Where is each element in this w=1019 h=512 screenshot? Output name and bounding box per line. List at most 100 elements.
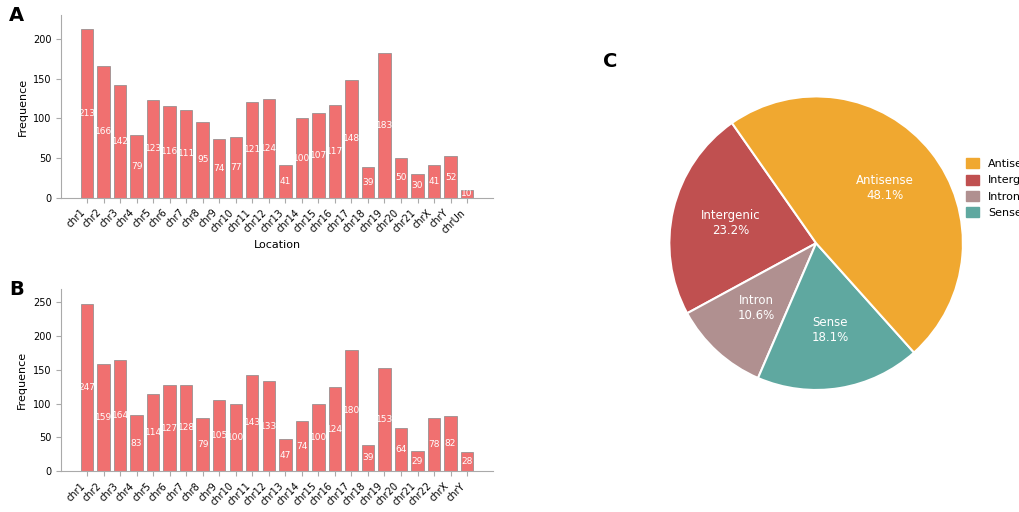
Text: 39: 39: [362, 178, 373, 187]
X-axis label: Location: Location: [254, 241, 301, 250]
Text: 164: 164: [111, 411, 128, 420]
Text: 100: 100: [227, 433, 245, 442]
Text: 124: 124: [260, 144, 277, 153]
Bar: [344, 80, 358, 198]
Bar: [378, 53, 390, 198]
Bar: [394, 158, 407, 198]
Text: 100: 100: [310, 433, 327, 442]
Bar: [130, 415, 143, 471]
Text: Intergenic
23.2%: Intergenic 23.2%: [700, 209, 759, 237]
Text: Antisense
48.1%: Antisense 48.1%: [855, 175, 913, 202]
Wedge shape: [732, 96, 962, 353]
Text: 114: 114: [145, 428, 162, 437]
Text: 213: 213: [78, 109, 96, 118]
Text: B: B: [9, 280, 24, 298]
Bar: [378, 368, 390, 471]
Bar: [344, 350, 358, 471]
Bar: [229, 137, 242, 198]
Text: A: A: [9, 6, 24, 25]
Text: 39: 39: [362, 453, 373, 462]
Text: 247: 247: [78, 383, 96, 392]
Y-axis label: Frequence: Frequence: [17, 77, 28, 136]
Bar: [427, 165, 440, 198]
Bar: [197, 418, 209, 471]
Bar: [362, 167, 374, 198]
Bar: [213, 400, 225, 471]
Wedge shape: [668, 123, 815, 313]
Bar: [97, 66, 110, 198]
Text: 127: 127: [161, 423, 178, 433]
Text: 117: 117: [326, 147, 343, 156]
Bar: [262, 99, 275, 198]
Text: 111: 111: [177, 149, 195, 158]
Bar: [163, 105, 175, 198]
Bar: [279, 165, 291, 198]
Text: 29: 29: [412, 457, 423, 466]
Bar: [81, 29, 93, 198]
Bar: [147, 394, 159, 471]
Bar: [427, 418, 440, 471]
Legend: Antisense, Intergenic, Intron, Sense: Antisense, Intergenic, Intron, Sense: [960, 154, 1019, 223]
Text: 100: 100: [292, 154, 310, 162]
Bar: [97, 364, 110, 471]
Bar: [114, 360, 126, 471]
Bar: [328, 105, 340, 198]
Bar: [296, 421, 308, 471]
Text: 78: 78: [428, 440, 439, 449]
Text: 74: 74: [296, 441, 307, 451]
Bar: [444, 157, 457, 198]
Text: Intron
10.6%: Intron 10.6%: [738, 294, 774, 322]
Text: 41: 41: [279, 177, 290, 186]
Bar: [312, 113, 324, 198]
Text: 30: 30: [412, 181, 423, 190]
Bar: [394, 428, 407, 471]
Text: 47: 47: [279, 451, 290, 460]
Text: 95: 95: [197, 156, 208, 164]
Bar: [312, 403, 324, 471]
Bar: [229, 403, 242, 471]
Text: 133: 133: [260, 422, 277, 431]
Text: 50: 50: [394, 174, 407, 182]
Text: 116: 116: [161, 147, 178, 156]
Bar: [179, 110, 193, 198]
Bar: [147, 100, 159, 198]
Text: 83: 83: [130, 438, 143, 447]
Text: 148: 148: [342, 135, 360, 143]
Bar: [179, 385, 193, 471]
Text: 41: 41: [428, 177, 439, 186]
Text: 79: 79: [197, 440, 208, 449]
Bar: [411, 174, 423, 198]
Text: 52: 52: [444, 173, 455, 182]
Text: 142: 142: [111, 137, 128, 146]
Bar: [163, 386, 175, 471]
Text: 166: 166: [95, 127, 112, 136]
Text: 64: 64: [395, 445, 407, 454]
Text: 153: 153: [375, 415, 392, 424]
Text: C: C: [602, 52, 618, 71]
Bar: [262, 381, 275, 471]
Text: 105: 105: [210, 431, 227, 440]
Wedge shape: [687, 243, 815, 378]
Text: 183: 183: [375, 121, 392, 130]
Text: 77: 77: [229, 163, 242, 172]
Bar: [197, 122, 209, 198]
Bar: [130, 135, 143, 198]
Bar: [362, 445, 374, 471]
Bar: [81, 304, 93, 471]
Bar: [213, 139, 225, 198]
Text: Sense
18.1%: Sense 18.1%: [811, 316, 848, 344]
Bar: [246, 102, 258, 198]
Bar: [461, 190, 473, 198]
Y-axis label: Frequence: Frequence: [17, 351, 28, 409]
Text: 123: 123: [145, 144, 162, 154]
Bar: [328, 388, 340, 471]
Text: 180: 180: [342, 406, 360, 415]
Text: 10: 10: [461, 189, 473, 198]
Bar: [461, 452, 473, 471]
Text: 74: 74: [213, 164, 224, 173]
Text: 128: 128: [177, 423, 195, 432]
Text: 159: 159: [95, 413, 112, 422]
Bar: [296, 118, 308, 198]
Text: 121: 121: [244, 145, 261, 154]
Bar: [246, 374, 258, 471]
